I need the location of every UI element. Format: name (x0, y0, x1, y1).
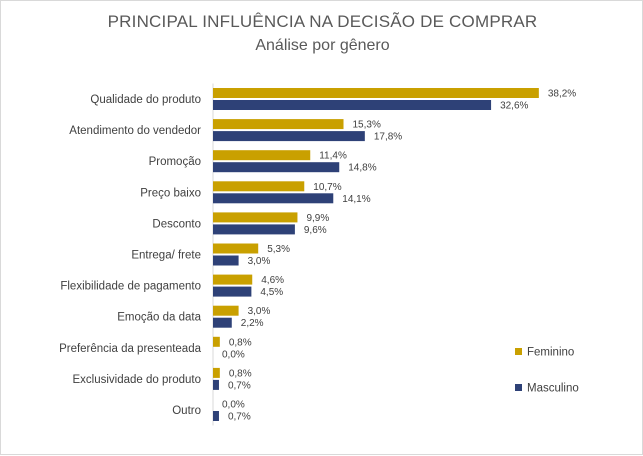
bar-feminino (213, 181, 305, 192)
data-label: 38,2% (548, 89, 576, 100)
chart-subtitle: Análise por gênero (255, 37, 390, 54)
data-label: 9,9% (306, 213, 329, 224)
data-label: 9,6% (304, 225, 327, 236)
bar-feminino (213, 305, 239, 316)
legend-label: Feminino (527, 347, 574, 359)
bar-feminino (213, 150, 311, 161)
data-label: 0,0% (222, 400, 245, 411)
chart-title: PRINCIPAL INFLUÊNCIA NA DECISÃO DE COMPR… (107, 12, 538, 31)
category-label: Flexibilidade de pagamento (60, 281, 201, 293)
bar-feminino (213, 336, 220, 347)
bar-feminino (213, 243, 259, 254)
bar-masculino (213, 317, 232, 328)
data-label: 11,4% (319, 151, 347, 162)
data-label: 32,6% (500, 101, 528, 112)
data-label: 0,8% (229, 337, 252, 348)
category-label: Promoção (149, 156, 201, 168)
data-label: 15,3% (353, 120, 381, 131)
data-label: 4,5% (260, 287, 283, 298)
data-label: 0,8% (229, 368, 252, 379)
category-label: Desconto (152, 218, 201, 230)
category-label: Emoção da data (117, 312, 201, 324)
category-label: Preço baixo (140, 187, 201, 199)
category-label: Qualidade do produto (90, 94, 201, 106)
bar-masculino (213, 162, 340, 173)
data-label: 3,0% (248, 256, 271, 267)
data-label: 10,7% (313, 182, 341, 193)
bar-masculino (213, 224, 295, 235)
legend-swatch-masculino (515, 384, 522, 391)
legend-swatch-feminino (515, 348, 522, 355)
bar-feminino (213, 119, 344, 130)
bar-feminino (213, 367, 220, 378)
data-label: 14,8% (348, 163, 376, 174)
bar-masculino (213, 286, 252, 297)
legend-label: Masculino (527, 383, 579, 395)
bar-feminino (213, 212, 298, 223)
bar-masculino (213, 411, 219, 421)
data-label: 0,7% (228, 380, 251, 391)
bar-masculino (213, 131, 365, 142)
bar-masculino (213, 255, 239, 266)
data-label: 14,1% (342, 194, 370, 205)
data-label: 4,6% (261, 275, 284, 286)
data-label: 3,0% (248, 306, 271, 317)
data-label: 17,8% (374, 132, 402, 143)
bar-masculino (213, 379, 219, 390)
category-label: Outro (172, 405, 201, 417)
category-label: Exclusividade do produto (73, 374, 202, 386)
data-label: 0,7% (228, 412, 251, 423)
bar-feminino (213, 88, 539, 98)
data-label: 2,2% (241, 318, 264, 329)
data-label: 5,3% (267, 244, 290, 255)
category-label: Preferência da presenteada (59, 343, 202, 355)
bar-masculino (213, 193, 334, 204)
data-label: 0,0% (222, 349, 245, 360)
bar-masculino (213, 100, 492, 110)
category-label: Atendimento do vendedor (69, 125, 201, 137)
bar-feminino (213, 274, 253, 285)
category-label: Entrega/ frete (131, 250, 201, 262)
